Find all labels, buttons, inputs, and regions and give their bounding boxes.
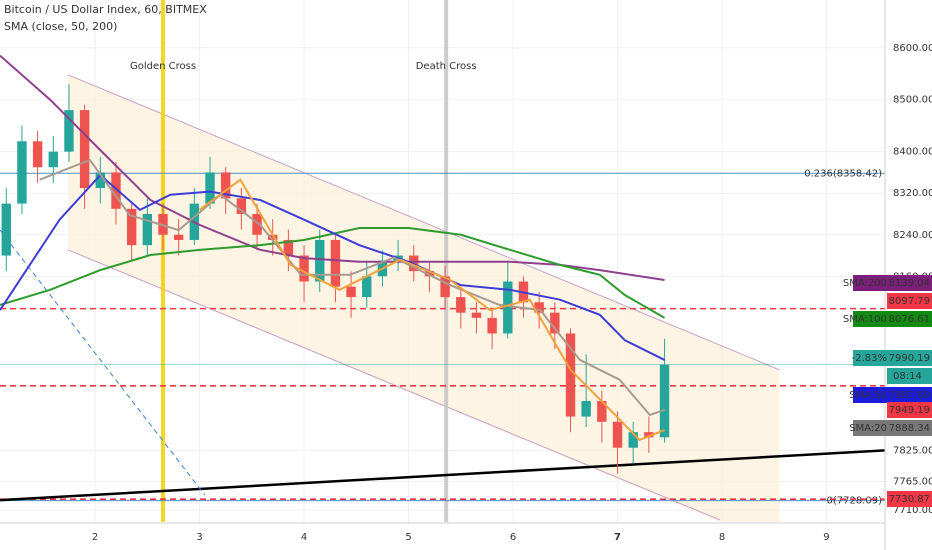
channel-lower (67, 249, 721, 521)
event-label: Golden Cross (130, 61, 196, 72)
candle-body (456, 297, 466, 313)
plot-area: Golden Cross Death Cross 0.236(8358.42) 0(7… (0, 0, 886, 522)
candle-body (440, 276, 450, 298)
candle-body (330, 239, 341, 287)
moving-average (0, 173, 665, 361)
candle-body (503, 281, 513, 334)
price-tag-value: 8097.79 (889, 296, 930, 307)
fib-label: 0(7728.09) (826, 496, 882, 507)
candle-body (612, 421, 623, 448)
candle-body (644, 432, 654, 438)
x-tick-label: 6 (510, 532, 516, 543)
candle-body (205, 172, 215, 204)
price-tag (887, 402, 932, 418)
price-tag-name: SMA:20 (849, 423, 887, 434)
price-tag-name: SMA:50 (849, 390, 887, 401)
price-tag-value: 7990.19 (889, 353, 930, 364)
candle-body (487, 317, 497, 334)
candle-body (362, 276, 372, 298)
price-tag-name: SMA:200 (843, 278, 887, 289)
price-tag (853, 350, 932, 366)
price-tag-value: 7888.34 (889, 423, 930, 434)
x-tick-label: 8 (719, 532, 725, 543)
candle-body (32, 141, 43, 168)
moving-average (39, 158, 665, 417)
event-label: Death Cross (416, 61, 477, 72)
candle-body (220, 172, 231, 199)
candle-body (597, 400, 607, 422)
price-tag (887, 293, 932, 309)
y-tick-label: 8400.00 (893, 147, 932, 158)
x-tick-label: 9 (823, 532, 829, 543)
candle-body (17, 141, 27, 204)
price-tag-value: 7987.69 (889, 390, 930, 401)
moving-average (0, 227, 666, 319)
y-tick-label: 7765.00 (893, 476, 932, 487)
countdown: 08:14 (893, 371, 922, 382)
candle-body (534, 302, 544, 313)
channel-upper (67, 74, 780, 371)
price-tag (853, 387, 932, 403)
candle-body (111, 172, 121, 209)
moving-average (198, 178, 665, 442)
y-tick-label: 8500.00 (893, 95, 932, 106)
price-tag (853, 311, 932, 327)
candle-body (48, 151, 58, 168)
moving-average (0, 54, 665, 281)
candle-body (1, 203, 11, 256)
y-tick-label: 8600.00 (893, 43, 932, 54)
candle-body (659, 364, 670, 438)
x-tick-label: 5 (405, 532, 411, 543)
price-tag (853, 420, 932, 436)
x-tick-label: 2 (92, 532, 98, 543)
candle-body (565, 333, 576, 417)
price-tag-name: -2.83% (852, 353, 887, 364)
candle-body (236, 198, 247, 214)
y-tick-label: 8240.00 (893, 230, 932, 241)
y-tick-label: 8320.00 (893, 188, 932, 199)
price-tag-value: 7730.87 (889, 494, 930, 505)
x-tick-label: 7 (614, 532, 621, 543)
chart-title: Bitcoin / US Dollar Index, 60, BITMEX (4, 3, 207, 16)
candle-body (142, 213, 153, 246)
candle-body (252, 213, 262, 235)
candle-body (64, 110, 74, 152)
price-tag-value: 7949.19 (889, 405, 930, 416)
candle-body (471, 312, 482, 318)
fib-label: 0.236(8358.42) (804, 168, 882, 179)
candle-body (126, 208, 137, 246)
price-tag-value: 8139.04 (889, 278, 930, 289)
candle-body (173, 234, 184, 240)
candle-body (283, 239, 294, 256)
price-tag-value: 8076.61 (889, 314, 930, 325)
candle-body (346, 286, 356, 298)
candle-body (79, 110, 90, 189)
trendline (0, 449, 886, 502)
y-tick-label: 7710.00 (893, 505, 932, 516)
candle-body (581, 400, 591, 417)
candle-body (315, 239, 325, 282)
trendline (0, 229, 206, 496)
x-tick-label: 3 (196, 532, 202, 543)
y-tick-label: 7825.00 (893, 445, 932, 456)
candle-body (299, 255, 309, 282)
candle-body (95, 172, 106, 189)
overlay: Bitcoin / US Dollar Index, 60, BITMEX SM… (4, 3, 207, 33)
price-tag-name: SMA:100 (843, 314, 887, 325)
candle-body (268, 234, 278, 240)
x-tick-label: 4 (301, 532, 307, 543)
candle-body (628, 432, 638, 448)
price-tag (887, 491, 932, 507)
price-tag (853, 275, 932, 291)
indicator-legend: SMA (close, 50, 200) (4, 20, 117, 33)
candle-body (550, 312, 560, 334)
candle-body (424, 271, 435, 277)
countdown-box (887, 368, 932, 384)
